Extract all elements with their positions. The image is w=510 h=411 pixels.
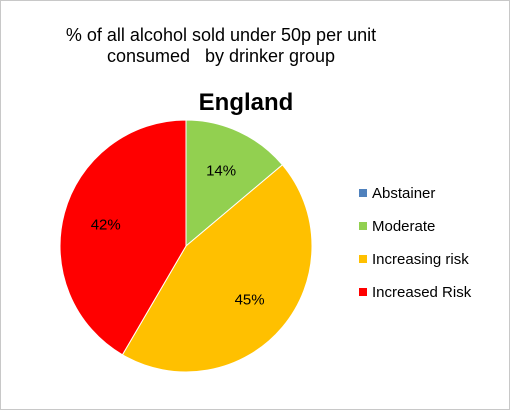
legend-item-increasing-risk: Increasing risk (359, 248, 471, 270)
pie-slice-increased-risk (59, 119, 187, 356)
chart-title-line-1: % of all alcohol sold under 50p per unit (65, 25, 377, 45)
legend-swatch-increased-risk (359, 288, 367, 296)
legend-label-increasing-risk: Increasing risk (372, 250, 469, 268)
legend-item-abstainer: Abstainer (359, 182, 471, 204)
legend-item-increased-risk: Increased Risk (359, 281, 471, 303)
legend-label-increased-risk: Increased Risk (372, 283, 472, 301)
data-label-increased-risk: 42% (91, 216, 121, 233)
legend-label-abstainer: Abstainer (372, 184, 436, 202)
pie-slice-moderate (185, 119, 284, 248)
legend: Abstainer Moderate Increasing risk Incre… (359, 182, 471, 314)
pie-slice-increasing-risk (121, 164, 313, 373)
legend-swatch-moderate (359, 222, 367, 230)
data-label-increasing-risk: 45% (235, 292, 265, 309)
legend-label-moderate: Moderate (372, 217, 436, 235)
legend-swatch-abstainer (359, 189, 367, 197)
chart-subtitle: England (198, 89, 294, 116)
chart-title: % of all alcohol sold under 50p per unit… (1, 25, 441, 67)
legend-swatch-increasing-risk (359, 255, 367, 263)
legend-item-moderate: Moderate (359, 215, 471, 237)
chart-title-line-2: consumed by drinker group (106, 46, 336, 66)
data-label-moderate: 14% (206, 163, 236, 180)
